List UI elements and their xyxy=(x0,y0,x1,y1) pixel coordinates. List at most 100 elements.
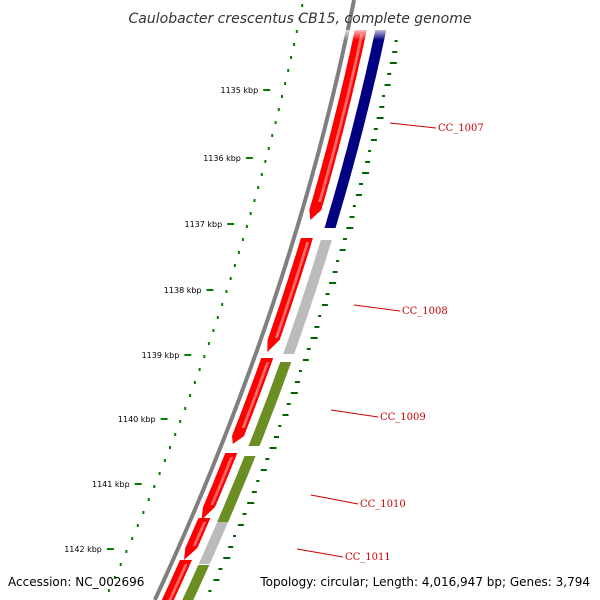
gc-skew-tick xyxy=(314,326,320,328)
gc-skew-tick xyxy=(256,480,260,482)
gc-skew-tick xyxy=(233,535,236,537)
gc-skew-tick xyxy=(223,557,231,559)
category-block xyxy=(283,240,332,354)
gc-skew-tick xyxy=(355,194,362,196)
scale-minor-tick xyxy=(119,563,122,566)
scale-minor-tick xyxy=(267,147,270,150)
scale-minor-tick xyxy=(253,199,256,202)
gene-label-leader xyxy=(389,122,437,129)
scale-minor-tick xyxy=(271,134,274,137)
gc-skew-tick xyxy=(302,359,309,361)
gc-skew-tick xyxy=(298,370,302,372)
gc-skew-tick xyxy=(379,106,385,108)
scale-minor-tick xyxy=(298,17,301,20)
gc-skew-tick xyxy=(376,117,384,119)
gc-skew-tick xyxy=(278,425,282,427)
scale-minor-tick xyxy=(229,277,232,280)
gene-label-leader xyxy=(296,548,344,558)
category-block xyxy=(217,456,256,522)
gc-skew-tick xyxy=(342,238,347,240)
gc-skew-tick xyxy=(265,458,270,460)
category-block xyxy=(182,565,210,600)
cds-track xyxy=(161,30,367,600)
scale-minor-tick xyxy=(260,173,263,176)
scale-minor-tick xyxy=(233,264,236,267)
gc-skew-tick xyxy=(318,315,322,317)
scale-minor-tick xyxy=(207,342,210,345)
scale-minor-tick xyxy=(212,329,215,332)
gc-skew-tick xyxy=(290,392,298,394)
gc-skew-tick xyxy=(269,447,277,449)
gc-skew-tick xyxy=(260,469,267,471)
cds-highlight xyxy=(241,362,270,428)
cds-highlight xyxy=(168,564,188,600)
gc-skew-tick xyxy=(242,513,247,515)
scale-minor-tick xyxy=(189,394,191,397)
gc-skew-tick xyxy=(329,282,337,284)
gc-skew-tick xyxy=(321,304,328,306)
gc-skew-tick xyxy=(306,348,311,350)
scale-minor-tick xyxy=(163,459,166,462)
accession-label: Accession: NC_002696 xyxy=(8,575,144,589)
gene-label: CC_1011 xyxy=(345,552,391,563)
scale-tick-label: 1138 kbp xyxy=(164,286,202,295)
scale-minor-tick xyxy=(281,95,283,98)
gc-skew-tick xyxy=(237,524,244,526)
gc-skew-tick xyxy=(274,436,279,438)
gene-label: CC_1010 xyxy=(360,499,406,510)
gc-skew-tick xyxy=(218,568,223,570)
scale-minor-tick xyxy=(203,355,206,358)
scale-minor-tick xyxy=(113,576,116,579)
scale-minor-tick xyxy=(125,550,128,553)
backbone-line xyxy=(152,0,356,600)
scale-minor-tick xyxy=(136,524,139,527)
scale-minor-tick xyxy=(287,69,290,72)
map-title: Caulobacter crescentus CB15, complete ge… xyxy=(129,11,472,27)
scale-minor-tick xyxy=(274,121,277,124)
scale-minor-tick xyxy=(301,4,304,7)
gene-label: CC_1009 xyxy=(380,412,426,423)
scale-minor-tick xyxy=(153,485,156,488)
cds-highlight xyxy=(318,34,364,202)
gc-skew-tick xyxy=(251,491,257,493)
gc-skew-track xyxy=(208,40,398,592)
scale-minor-tick xyxy=(277,108,280,111)
gc-skew-tick xyxy=(392,51,398,53)
scale-minor-tick xyxy=(264,160,267,163)
scale-minor-tick xyxy=(169,446,171,449)
genome-summary: Topology: circular; Length: 4,016,947 bp… xyxy=(259,575,590,589)
gene-label-leader xyxy=(353,304,401,312)
scale-minor-tick xyxy=(290,56,293,59)
scale-minor-tick xyxy=(147,498,150,501)
gene-label-layer: CC_1007 CC_1008 CC_1009 CC_1010 CC_1011 xyxy=(296,122,484,563)
gc-skew-tick xyxy=(362,172,370,174)
gc-skew-tick xyxy=(339,249,346,251)
gc-skew-tick xyxy=(336,260,340,262)
gc-skew-tick xyxy=(394,40,398,42)
gc-skew-tick xyxy=(365,161,371,163)
scale-minor-tick xyxy=(216,316,219,319)
gc-skew-tick xyxy=(368,150,372,152)
gene-label: CC_1008 xyxy=(402,306,448,317)
scale-minor-tick xyxy=(179,420,182,423)
gc-skew-tick xyxy=(370,139,377,141)
scale-minor-tick xyxy=(142,511,145,514)
scale-minor-tick xyxy=(295,30,298,33)
scale-tick-label: 1137 kbp xyxy=(184,220,222,229)
scale-minor-tick xyxy=(257,186,260,189)
cds-highlight xyxy=(274,242,310,338)
scale-minor-tick xyxy=(198,368,201,371)
gc-skew-tick xyxy=(228,546,234,548)
gc-skew-tick xyxy=(294,381,300,383)
scale-minor-tick xyxy=(249,212,252,215)
scale-tick-label: 1136 kbp xyxy=(203,154,241,163)
gc-skew-tick xyxy=(349,216,355,218)
backbone-track xyxy=(152,0,356,600)
gc-skew-tick xyxy=(384,84,391,86)
gc-skew-tick xyxy=(382,95,385,97)
cds-highlight xyxy=(192,522,207,546)
scale-minor-tick xyxy=(237,251,240,254)
scale-minor-tick xyxy=(158,472,161,475)
